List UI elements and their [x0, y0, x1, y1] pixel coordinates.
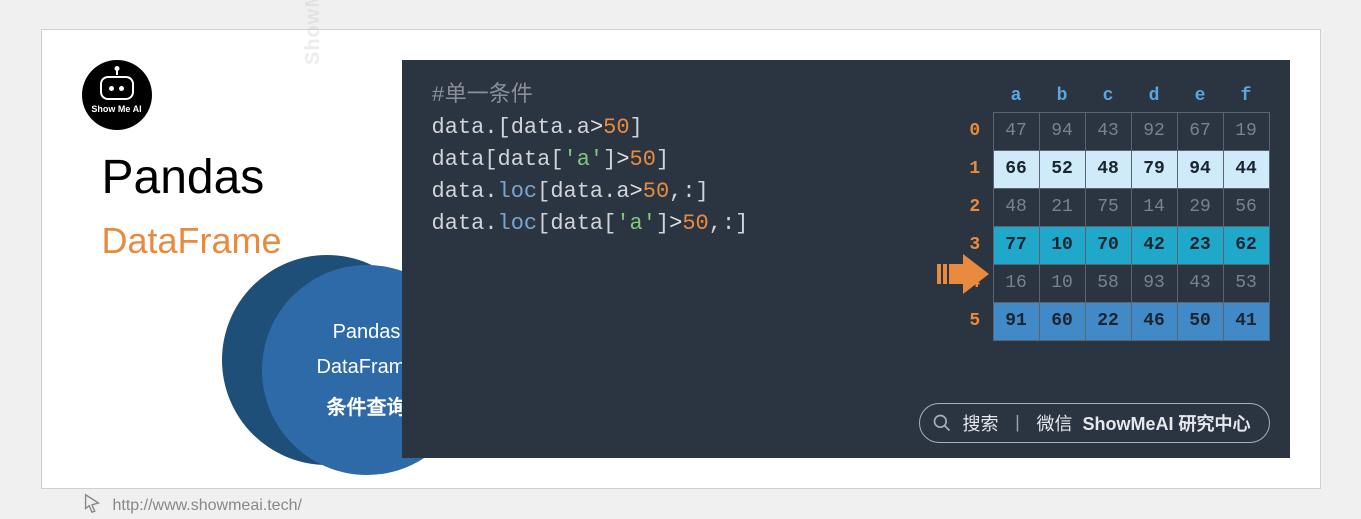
dataframe-table-wrap: abcdef0479443926719166524879944424821751…: [957, 80, 1270, 341]
dataframe-table: abcdef0479443926719166524879944424821751…: [957, 80, 1270, 341]
infographic-card: Show Me AI Pandas DataFrame ShowMeAI Pan…: [41, 29, 1321, 489]
watermark-left: ShowMeAI: [302, 0, 325, 65]
table-cell: 91: [993, 302, 1039, 340]
table-row: 2482175142956: [957, 188, 1269, 226]
brand-logo: Show Me AI: [82, 60, 152, 130]
table-cell: 94: [1039, 112, 1085, 150]
circle-line-3: 条件查询: [327, 391, 407, 420]
table-col-header: d: [1131, 80, 1177, 112]
table-row-index: 4: [957, 264, 993, 302]
table-cell: 62: [1223, 226, 1269, 264]
table-cell: 10: [1039, 226, 1085, 264]
table-cell: 75: [1085, 188, 1131, 226]
table-cell: 22: [1085, 302, 1131, 340]
logo-text: Show Me AI: [91, 104, 141, 114]
table-cell: 43: [1085, 112, 1131, 150]
cursor-icon: [81, 492, 103, 519]
table-row: 5916022465041: [957, 302, 1269, 340]
table-cell: 46: [1131, 302, 1177, 340]
footer: http://www.showmeai.tech/: [81, 492, 302, 519]
search-sep: 丨: [1008, 410, 1026, 436]
table-col-header: f: [1223, 80, 1269, 112]
table-cell: 44: [1223, 150, 1269, 188]
table-cell: 93: [1131, 264, 1177, 302]
table-cell: 10: [1039, 264, 1085, 302]
table-cell: 48: [1085, 150, 1131, 188]
search-label-2: 微信: [1036, 410, 1072, 436]
table-cell: 19: [1223, 112, 1269, 150]
table-row: 3771070422362: [957, 226, 1269, 264]
table-row: 4161058934353: [957, 264, 1269, 302]
table-cell: 41: [1223, 302, 1269, 340]
table-col-header: e: [1177, 80, 1223, 112]
title-sub: DataFrame: [102, 220, 282, 262]
table-cell: 47: [993, 112, 1039, 150]
footer-url[interactable]: http://www.showmeai.tech/: [113, 497, 302, 515]
table-row-index: 5: [957, 302, 993, 340]
table-cell: 48: [993, 188, 1039, 226]
search-pill: 搜索 丨 微信 ShowMeAI 研究中心: [919, 403, 1269, 443]
table-row-index: 0: [957, 112, 993, 150]
robot-icon: [100, 76, 134, 100]
table-row-index: 2: [957, 188, 993, 226]
table-cell: 56: [1223, 188, 1269, 226]
table-cell: 79: [1131, 150, 1177, 188]
search-brand: ShowMeAI 研究中心: [1082, 410, 1250, 436]
table-cell: 58: [1085, 264, 1131, 302]
table-row-index: 3: [957, 226, 993, 264]
table-cell: 42: [1131, 226, 1177, 264]
table-col-header: a: [993, 80, 1039, 112]
table-row: 0479443926719: [957, 112, 1269, 150]
circle-line-1: Pandas: [333, 321, 401, 344]
table-cell: 29: [1177, 188, 1223, 226]
table-col-header: c: [1085, 80, 1131, 112]
table-cell: 14: [1131, 188, 1177, 226]
table-cell: 50: [1177, 302, 1223, 340]
table-row-index: 1: [957, 150, 993, 188]
table-col-header: b: [1039, 80, 1085, 112]
table-cell: 67: [1177, 112, 1223, 150]
table-cell: 23: [1177, 226, 1223, 264]
code-panel: #单一条件data.[data.a>50]data[data['a']>50]d…: [402, 60, 1290, 458]
search-label-1: 搜索: [962, 410, 998, 436]
search-icon: [932, 413, 952, 433]
table-cell: 21: [1039, 188, 1085, 226]
table-cell: 92: [1131, 112, 1177, 150]
table-row: 1665248799444: [957, 150, 1269, 188]
table-cell: 16: [993, 264, 1039, 302]
table-cell: 43: [1177, 264, 1223, 302]
table-cell: 66: [993, 150, 1039, 188]
table-cell: 77: [993, 226, 1039, 264]
table-cell: 94: [1177, 150, 1223, 188]
table-cell: 53: [1223, 264, 1269, 302]
table-cell: 70: [1085, 226, 1131, 264]
table-cell: 60: [1039, 302, 1085, 340]
title-main: Pandas: [102, 150, 265, 205]
table-cell: 52: [1039, 150, 1085, 188]
